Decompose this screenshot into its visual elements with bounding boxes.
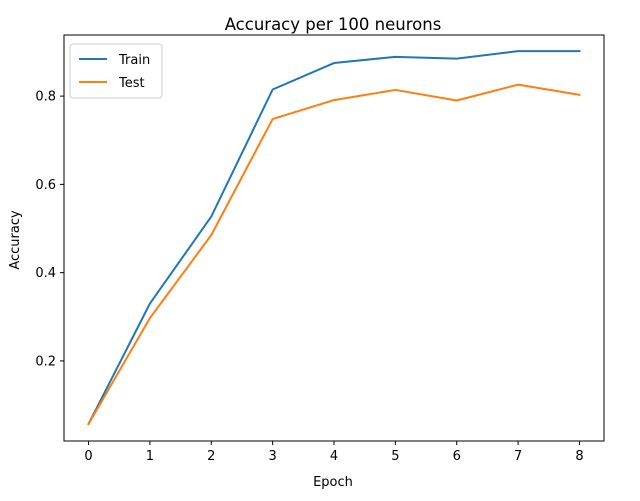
series-line-test: [87, 83, 581, 426]
legend-box: [69, 43, 163, 99]
legend: Train Test: [69, 43, 163, 99]
x-axis-label: Epoch: [313, 475, 353, 490]
x-tick-label: 5: [391, 449, 399, 464]
x-tick-label: 8: [575, 449, 583, 464]
x-tick-label: 2: [207, 449, 215, 464]
y-axis-label: Accuracy: [8, 210, 23, 270]
y-tick-label: 0.8: [35, 90, 56, 105]
x-tick-label: 1: [146, 449, 154, 464]
series-line-train: [87, 50, 581, 426]
legend-label-test: Test: [118, 76, 145, 91]
legend-label-train: Train: [118, 53, 150, 68]
x-tick-label: 7: [514, 449, 522, 464]
chart-title: Accuracy per 100 neurons: [225, 15, 442, 34]
y-tick-label: 0.4: [35, 266, 56, 281]
y-tick-label: 0.6: [35, 178, 56, 193]
x-tick-label: 6: [453, 449, 461, 464]
x-tick-label: 3: [268, 449, 276, 464]
x-tick-label: 0: [84, 449, 92, 464]
series-layer: [87, 50, 581, 426]
y-axis: 0.2 0.4 0.6 0.8: [35, 90, 64, 369]
x-axis: 0 1 2 3 4 5 6 7 8: [84, 441, 584, 464]
y-tick-label: 0.2: [35, 354, 56, 369]
x-tick-label: 4: [330, 449, 338, 464]
